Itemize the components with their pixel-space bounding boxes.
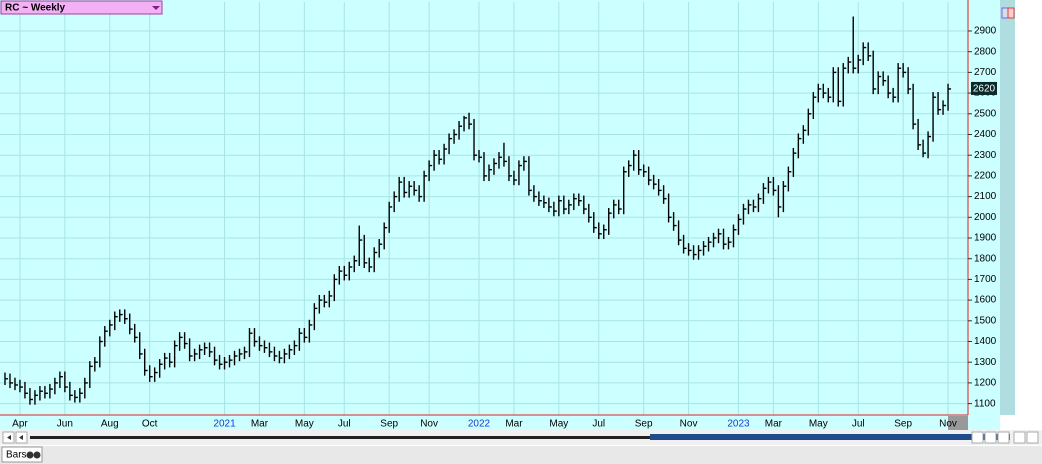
tab[interactable] bbox=[1, 446, 43, 463]
x-tick-label: 2021 bbox=[213, 419, 236, 430]
y-tick-label: 2100 bbox=[974, 191, 997, 202]
icon bbox=[33, 451, 41, 459]
y-tick-label: 2300 bbox=[974, 150, 997, 161]
last-price-label: 2620 bbox=[973, 84, 996, 95]
y-tick-label: 2400 bbox=[974, 129, 997, 140]
icon bbox=[19, 435, 23, 440]
y-tick-label: 2000 bbox=[974, 212, 997, 223]
x-tick-label: Sep bbox=[380, 419, 398, 430]
y-tick-label: 2800 bbox=[974, 46, 997, 57]
x-tick-label: Sep bbox=[635, 419, 653, 430]
scroll-marker bbox=[948, 416, 968, 430]
x-tick-label: Nov bbox=[939, 419, 957, 430]
side-panel bbox=[1000, 0, 1015, 415]
grid bbox=[0, 2, 968, 415]
x-tick-label: Nov bbox=[420, 419, 438, 430]
status-bar bbox=[0, 446, 1042, 464]
x-tick-label: 2022 bbox=[468, 419, 491, 430]
x-tick-label: Jul bbox=[592, 419, 605, 430]
y-tick-label: 2500 bbox=[974, 108, 997, 119]
x-tick-label: Oct bbox=[142, 419, 158, 430]
y-tick-label: 1300 bbox=[974, 357, 997, 368]
x-tick-label: May bbox=[549, 419, 568, 430]
x-tick-label: Mar bbox=[251, 419, 269, 430]
x-tick-label: Jun bbox=[57, 419, 73, 430]
y-tick-label: 2200 bbox=[974, 171, 997, 182]
x-tick-label: 2023 bbox=[727, 419, 750, 430]
scroll-track bbox=[30, 436, 1010, 439]
zoom-button[interactable] bbox=[984, 431, 997, 444]
scroll-buttons bbox=[971, 431, 1039, 444]
y-tick-label: 1700 bbox=[974, 274, 997, 285]
icon bbox=[7, 435, 11, 440]
x-tick-label: Mar bbox=[505, 419, 523, 430]
panel-icon[interactable] bbox=[1007, 7, 1015, 19]
y-tick-label: 1100 bbox=[974, 398, 996, 409]
y-tick-label: 1800 bbox=[974, 253, 997, 264]
x-tick-label: Jul bbox=[852, 419, 865, 430]
y-tick-label: 1400 bbox=[974, 336, 997, 347]
y-tick-label: 1500 bbox=[974, 315, 997, 326]
x-tick-label: Mar bbox=[765, 419, 783, 430]
chart-title: RC ~ Weekly bbox=[5, 3, 66, 14]
x-tick-label: Aug bbox=[101, 419, 119, 430]
icon bbox=[26, 451, 34, 459]
x-tick-label: Jul bbox=[338, 419, 351, 430]
panel-icon[interactable] bbox=[1001, 7, 1009, 19]
x-tick-label: Sep bbox=[894, 419, 912, 430]
dropdown-arrow[interactable] bbox=[152, 6, 160, 10]
title-box[interactable] bbox=[0, 0, 163, 15]
bars bbox=[4, 16, 952, 405]
scroll-button[interactable] bbox=[1026, 431, 1039, 444]
x-tick-label: May bbox=[295, 419, 314, 430]
x-tick-label: Nov bbox=[680, 419, 698, 430]
y-tick-label: 1600 bbox=[974, 295, 997, 306]
zoom-button[interactable] bbox=[997, 431, 1010, 444]
zoom-button[interactable] bbox=[971, 431, 984, 444]
scroll-button[interactable] bbox=[1013, 431, 1026, 444]
tab-label: Bars bbox=[6, 450, 27, 461]
y-tick-label: 2700 bbox=[974, 67, 997, 78]
y-tick-label: 2900 bbox=[974, 26, 997, 37]
y-tick-label: 1200 bbox=[974, 378, 997, 389]
scroll-thumb[interactable] bbox=[650, 434, 1010, 440]
x-tick-label: May bbox=[809, 419, 828, 430]
last-price-box bbox=[971, 81, 997, 95]
y-tick-label: 1900 bbox=[974, 233, 997, 244]
x-tick-label: Apr bbox=[12, 419, 28, 430]
